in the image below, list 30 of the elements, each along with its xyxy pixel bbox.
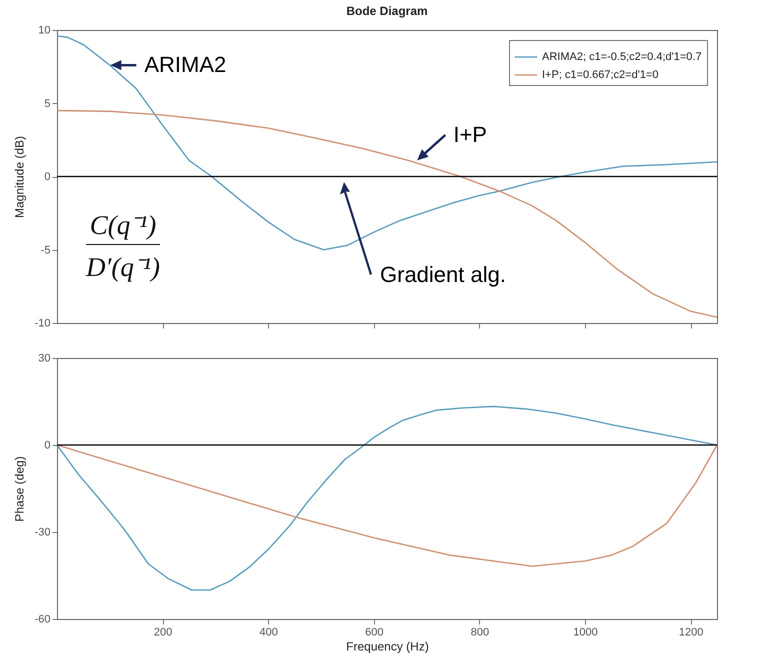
y-tick-label: 10 [38, 24, 50, 36]
y-tick-label: 5 [44, 98, 50, 110]
annotation: ARIMA2 [144, 52, 226, 78]
y-tick-label: -5 [40, 244, 50, 256]
y-tick-label: -30 [34, 526, 50, 538]
y-tick-label: -10 [34, 318, 50, 330]
x-tick-label: 800 [470, 626, 490, 638]
y-axis-title: Phase (deg) [12, 456, 27, 522]
line-series [57, 444, 717, 567]
annotation: D′(q⁻¹) [86, 251, 160, 284]
x-tick-label: 1200 [678, 626, 704, 638]
annotation: I+P [453, 122, 487, 147]
x-tick-label: 400 [260, 626, 278, 638]
y-tick-label: -60 [34, 614, 50, 626]
y-axis-title: Magnitude (dB) [12, 136, 27, 218]
x-tick-label: 600 [365, 626, 384, 638]
y-tick-label: 0 [44, 440, 50, 452]
x-tick-label: 200 [154, 626, 172, 638]
legend-label: ARIMA2; c1=-0.5;c2=0.4;d'1=0.7 [542, 51, 702, 63]
annotation: C(q⁻¹) [86, 205, 160, 245]
x-tick-label: 1000 [573, 626, 598, 638]
line-series [57, 110, 717, 318]
x-axis-title: Frequency (Hz) [346, 640, 429, 654]
y-tick-label: 0 [44, 171, 50, 183]
annotation: Gradient alg. [380, 262, 506, 288]
line-series [57, 406, 717, 591]
chart-title: Bode Diagram [346, 4, 428, 18]
legend-label: I+P; c1=0.667;c2=d'1=0 [542, 69, 658, 81]
line-series [57, 35, 717, 250]
y-tick-label: 30 [38, 352, 50, 364]
